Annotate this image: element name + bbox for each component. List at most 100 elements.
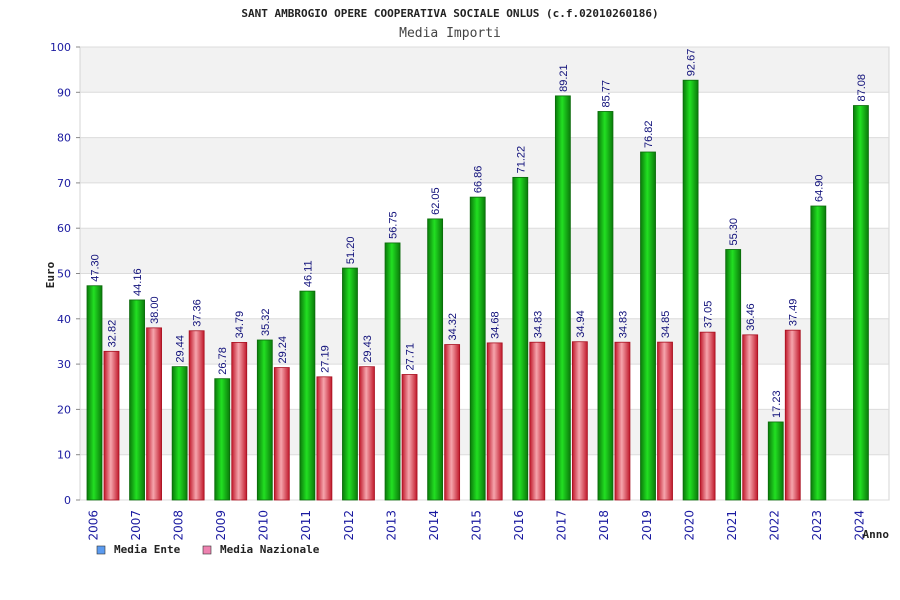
- bar-media-nazionale-2007: [146, 327, 162, 501]
- y-tick-label: 50: [57, 268, 71, 281]
- data-label: 89.21: [558, 64, 570, 92]
- x-tick-label: 2010: [257, 510, 271, 541]
- plot-band: [80, 47, 889, 93]
- data-label: 56.75: [388, 211, 400, 239]
- data-label: 85.77: [600, 80, 612, 108]
- bar-media-nazionale-2014: [444, 344, 461, 501]
- data-label: 47.30: [90, 254, 102, 282]
- bar-media-nazionale-2010: [273, 367, 290, 501]
- data-label: 34.94: [575, 310, 587, 338]
- data-label: 34.83: [532, 311, 544, 339]
- bar-media-ente-2020: [682, 79, 699, 501]
- y-tick-label: 30: [57, 358, 71, 371]
- bar-media-nazionale-2011: [316, 376, 333, 501]
- x-tick-label: 2018: [597, 510, 611, 541]
- data-label: 38.00: [149, 296, 161, 324]
- x-tick-label: 2015: [470, 510, 484, 541]
- bar-media-ente-2014: [427, 218, 444, 501]
- x-tick-label: 2023: [810, 510, 824, 541]
- data-label: 37.49: [788, 299, 800, 327]
- x-axis-ticks: 2006 2007 2008 2009 2010 2011 2012 2013 2014 2015…: [86, 510, 866, 541]
- legend-swatch-media-ente: [96, 545, 106, 555]
- bar-media-nazionale-2006: [103, 350, 120, 501]
- x-tick-label: 2006: [86, 510, 100, 541]
- bar-media-ente-2012: [342, 267, 358, 501]
- bar-media-nazionale-2021: [742, 334, 759, 501]
- bar-media-nazionale-2020: [699, 331, 716, 501]
- data-label: 35.32: [260, 308, 272, 336]
- data-label: 27.71: [405, 343, 417, 371]
- data-label: 26.78: [217, 347, 229, 375]
- data-label: 34.32: [447, 313, 459, 341]
- bar-media-nazionale-2022: [784, 329, 801, 501]
- bar-media-ente-2023: [810, 205, 827, 501]
- legend-label-media-ente: Media Ente: [114, 543, 181, 556]
- bar-media-ente-2016: [512, 176, 529, 501]
- y-axis-label: Euro: [44, 261, 57, 288]
- legend-label-media-nazionale: Media Nazionale: [220, 543, 320, 556]
- x-tick-label: 2016: [512, 510, 526, 541]
- x-tick-label: 2011: [299, 510, 313, 541]
- data-label: 64.90: [813, 174, 825, 202]
- y-tick-label: 80: [57, 132, 71, 145]
- data-label: 71.22: [515, 146, 527, 174]
- data-label: 27.19: [319, 345, 331, 373]
- bar-media-ente-2019: [640, 151, 656, 501]
- bar-media-ente-2006: [86, 285, 103, 501]
- x-tick-label: 2009: [214, 510, 228, 541]
- plot-band: [80, 92, 889, 138]
- bar-media-ente-2021: [725, 249, 742, 501]
- data-label: 36.46: [745, 303, 757, 331]
- y-tick-label: 100: [50, 41, 71, 54]
- data-label: 44.16: [132, 268, 144, 296]
- data-label: 32.82: [107, 320, 119, 348]
- y-axis-ticks: 0 10 20 30 40 50 60 70 80 90 100: [50, 41, 80, 507]
- y-tick-label: 10: [57, 449, 71, 462]
- data-label: 29.43: [362, 335, 374, 363]
- bar-media-ente-2018: [597, 111, 614, 501]
- x-tick-label: 2024: [853, 510, 867, 541]
- bar-media-nazionale-2012: [359, 366, 375, 501]
- data-label: 34.85: [660, 311, 672, 339]
- bar-media-nazionale-2019: [657, 341, 673, 501]
- bar-media-ente-2022: [767, 421, 784, 501]
- data-label: 34.79: [234, 311, 246, 339]
- x-tick-label: 2020: [682, 510, 696, 541]
- bar-media-nazionale-2016: [529, 341, 546, 501]
- data-label: 51.20: [345, 237, 357, 265]
- data-labels: 47.30 32.82 44.16 38.00 29.44 37.36 26.78 34.79…: [90, 49, 868, 418]
- x-axis-label: Anno: [863, 528, 890, 541]
- bar-media-nazionale-2009: [231, 342, 248, 501]
- x-tick-label: 2017: [555, 510, 569, 541]
- bar-media-nazionale-2015: [486, 342, 503, 501]
- bar-media-ente-2010: [256, 339, 273, 501]
- bar-media-nazionale-2008: [188, 330, 205, 501]
- bar-media-ente-2015: [469, 196, 486, 501]
- bar-media-ente-2011: [299, 290, 316, 501]
- x-tick-label: 2012: [342, 510, 356, 541]
- bar-media-ente-2017: [554, 95, 571, 501]
- data-label: 66.86: [473, 166, 485, 194]
- data-label: 34.83: [617, 311, 629, 339]
- data-label: 17.23: [771, 390, 783, 418]
- x-tick-label: 2021: [725, 510, 739, 541]
- data-label: 55.30: [728, 218, 740, 246]
- y-tick-label: 40: [57, 313, 71, 326]
- x-tick-label: 2019: [640, 510, 654, 541]
- data-label: 62.05: [430, 187, 442, 215]
- data-label: 29.44: [175, 335, 187, 363]
- bar-media-nazionale-2017: [571, 341, 588, 501]
- legend-swatch-media-nazionale: [202, 545, 212, 555]
- data-label: 34.68: [490, 311, 502, 339]
- bar-media-nazionale-2013: [401, 374, 418, 501]
- bar-media-ente-2008: [171, 366, 188, 501]
- y-tick-label: 20: [57, 403, 71, 416]
- data-label: 87.08: [856, 74, 868, 102]
- bar-media-ente-2024: [853, 105, 869, 501]
- plot-band: [80, 137, 889, 183]
- chart-subtitle: Media Importi: [399, 26, 501, 41]
- bar-media-ente-2007: [129, 299, 145, 501]
- y-tick-label: 90: [57, 86, 71, 99]
- bar-media-ente-2009: [214, 378, 231, 501]
